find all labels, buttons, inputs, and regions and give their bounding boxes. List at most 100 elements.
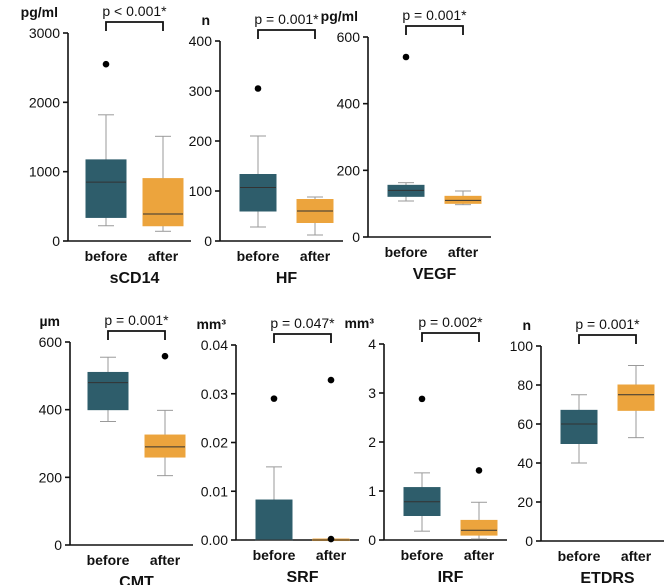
y-tick-label: 100 bbox=[510, 338, 534, 354]
y-tick-label: 0 bbox=[52, 233, 60, 249]
y-tick-label: 3 bbox=[368, 385, 376, 401]
x-axis-title: CMT bbox=[119, 574, 154, 585]
x-tick-label: after bbox=[316, 547, 347, 563]
box-before bbox=[255, 395, 293, 541]
p-value-label: p < 0.001* bbox=[102, 3, 167, 19]
outlier-point bbox=[475, 467, 483, 474]
box-iqr bbox=[85, 159, 127, 218]
y-tick-label: 0 bbox=[54, 537, 62, 553]
box-before bbox=[87, 356, 129, 423]
y-tick-label: 80 bbox=[517, 377, 533, 393]
y-tick-label: 0 bbox=[204, 233, 212, 249]
y-tick-label: 400 bbox=[189, 33, 213, 49]
y-tick-label: 200 bbox=[39, 469, 63, 485]
y-tick-label: 0 bbox=[525, 533, 533, 549]
y-tick-label: 1 bbox=[368, 483, 376, 499]
significance-bracket bbox=[105, 21, 164, 31]
y-tick-label: 3000 bbox=[29, 25, 60, 41]
box-iqr bbox=[239, 174, 277, 212]
panel-irf: 0 1 2 3 4 mm³ before after p = 0.002* IRF bbox=[344, 314, 507, 585]
y-tick-label: 0 bbox=[368, 532, 376, 548]
box-iqr bbox=[560, 409, 598, 445]
y-tick-label: 60 bbox=[517, 416, 533, 432]
x-tick-label: after bbox=[464, 547, 495, 563]
box-after bbox=[617, 365, 655, 439]
y-tick-label: 1000 bbox=[29, 164, 60, 180]
x-tick-label: before bbox=[558, 548, 601, 564]
panel-cmt: 0 200 400 600 µm before after p = 0.001* CMT bbox=[39, 312, 193, 585]
box-before bbox=[403, 395, 441, 532]
x-tick-label: after bbox=[448, 244, 479, 260]
outlier-point bbox=[418, 395, 426, 403]
panel-srf: 0.00 0.01 0.02 0.03 0.04 mm³ before after p = 0.… bbox=[196, 315, 359, 585]
y-tick-label: 0.04 bbox=[201, 337, 228, 353]
x-tick-label: after bbox=[621, 548, 652, 564]
box-before bbox=[85, 60, 127, 227]
y-tick-label: 0.00 bbox=[201, 532, 228, 548]
panel-vegf: 0 200 400 600 pg/ml before after p = 0.001* VEGF bbox=[321, 7, 491, 283]
y-tick-label: 2000 bbox=[29, 94, 60, 110]
box-after bbox=[142, 135, 184, 232]
outlier-point bbox=[161, 352, 169, 360]
p-value-label: p = 0.001* bbox=[254, 11, 319, 27]
y-tick-label: 400 bbox=[337, 96, 361, 112]
box-iqr bbox=[617, 384, 655, 411]
significance-bracket bbox=[421, 332, 480, 342]
p-value-label: p = 0.001* bbox=[402, 7, 467, 23]
outlier-point bbox=[327, 535, 335, 543]
box-before bbox=[239, 85, 277, 228]
outlier-point bbox=[270, 395, 278, 402]
box-iqr bbox=[255, 499, 293, 541]
y-tick-label: 0 bbox=[352, 229, 360, 245]
y-tick-label: 0.03 bbox=[201, 386, 228, 402]
panel-etdrs: 0 20 40 60 80 100 n before after p = 0.001* ETDRS bbox=[510, 316, 664, 585]
p-value-label: p = 0.001* bbox=[575, 316, 640, 332]
y-unit-label: pg/ml bbox=[321, 8, 358, 24]
p-value-label: p = 0.001* bbox=[104, 312, 169, 328]
x-tick-label: before bbox=[237, 248, 280, 264]
y-tick-label: 2 bbox=[368, 434, 376, 450]
significance-bracket bbox=[405, 25, 464, 35]
x-axis-title: sCD14 bbox=[110, 270, 160, 287]
box-before bbox=[387, 53, 425, 202]
y-unit-label: µm bbox=[39, 313, 60, 329]
x-tick-label: before bbox=[253, 547, 296, 563]
box-after bbox=[144, 352, 186, 477]
y-unit-label: mm³ bbox=[344, 315, 374, 331]
box-after bbox=[296, 196, 334, 236]
y-tick-label: 300 bbox=[189, 83, 213, 99]
y-unit-label: pg/ml bbox=[21, 4, 58, 20]
box-iqr bbox=[460, 519, 498, 536]
y-tick-label: 4 bbox=[368, 336, 376, 352]
significance-bracket bbox=[273, 333, 332, 343]
y-unit-label: n bbox=[201, 12, 210, 28]
x-axis-title: HF bbox=[276, 270, 298, 287]
x-tick-label: after bbox=[148, 248, 179, 264]
significance-bracket bbox=[257, 29, 316, 39]
y-tick-label: 400 bbox=[39, 402, 63, 418]
y-tick-label: 200 bbox=[337, 162, 361, 178]
y-unit-label: n bbox=[522, 317, 531, 333]
outlier-point bbox=[102, 60, 110, 68]
outlier-point bbox=[327, 376, 335, 384]
box-after bbox=[460, 467, 498, 540]
box-after bbox=[312, 376, 350, 543]
x-axis-title: SRF bbox=[287, 569, 319, 585]
x-tick-label: before bbox=[401, 547, 444, 563]
y-tick-label: 0.02 bbox=[201, 435, 228, 451]
y-tick-label: 200 bbox=[189, 133, 213, 149]
x-axis-title: IRF bbox=[438, 569, 464, 585]
x-tick-label: after bbox=[300, 248, 331, 264]
y-tick-label: 0.01 bbox=[201, 483, 228, 499]
y-tick-label: 40 bbox=[517, 455, 533, 471]
panel-scd14: 0 1000 2000 3000 pg/ml before after p < 0.001* s… bbox=[21, 3, 191, 287]
y-unit-label: mm³ bbox=[196, 316, 226, 332]
outlier-point bbox=[254, 85, 262, 92]
box-iqr bbox=[87, 371, 129, 411]
x-tick-label: before bbox=[85, 248, 128, 264]
x-axis-title: ETDRS bbox=[580, 570, 635, 585]
y-tick-label: 600 bbox=[337, 29, 361, 45]
significance-bracket bbox=[578, 334, 637, 344]
y-tick-label: 600 bbox=[39, 334, 63, 350]
box-iqr bbox=[142, 178, 184, 227]
